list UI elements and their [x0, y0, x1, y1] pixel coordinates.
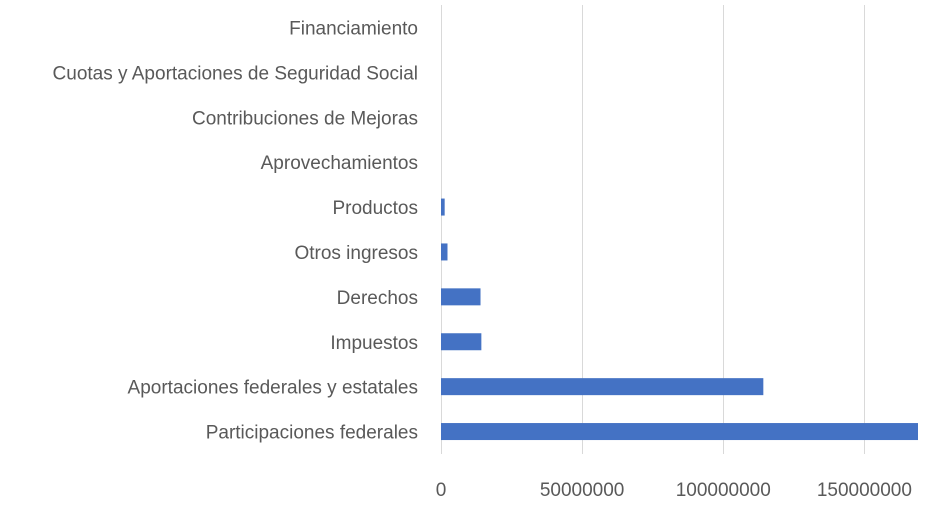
category-label: Participaciones federales [206, 423, 418, 444]
bar [441, 288, 481, 306]
category-label: Impuestos [330, 333, 418, 354]
category-label: Aprovechamientos [261, 153, 418, 174]
x-tick-label: 50000000 [540, 480, 625, 501]
category-label: Cuotas y Aportaciones de Seguridad Socia… [53, 63, 418, 84]
x-tick-label: 150000000 [817, 480, 912, 501]
bars [441, 198, 918, 441]
category-label: Aportaciones federales y estatales [128, 378, 418, 399]
category-label: Contribuciones de Mejoras [192, 108, 418, 129]
x-axis-tick-labels: 0 50000000 100000000 150000000 [436, 480, 912, 501]
category-labels: Financiamiento Cuotas y Aportaciones de S… [53, 18, 418, 443]
bar [441, 243, 448, 261]
bar [441, 378, 764, 396]
x-tick-label: 100000000 [676, 480, 771, 501]
category-label: Financiamiento [289, 18, 418, 39]
bar [441, 423, 918, 441]
bar [441, 198, 445, 216]
category-label: Otros ingresos [294, 243, 418, 264]
category-label: Derechos [337, 288, 418, 309]
x-tick-label: 0 [436, 480, 447, 501]
bar [441, 333, 482, 351]
category-label: Productos [332, 198, 418, 219]
